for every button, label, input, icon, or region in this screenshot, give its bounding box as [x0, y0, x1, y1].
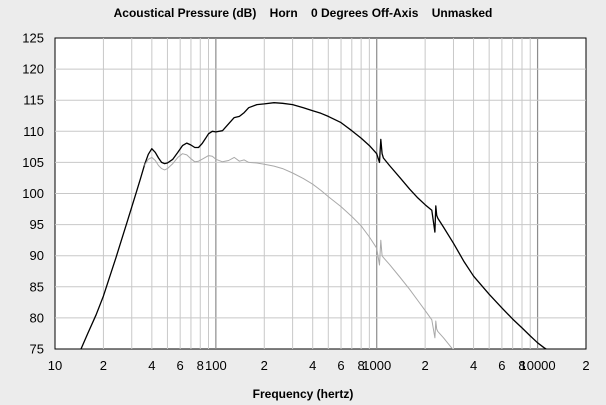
y-tick-label: 95 [30, 217, 44, 232]
x-tick-label: 4 [309, 358, 316, 373]
x-tick-label: 4 [470, 358, 477, 373]
x-tick-label: 100 [205, 358, 227, 373]
y-tick-label: 115 [23, 93, 44, 108]
x-tick-label: 8 [197, 358, 204, 373]
x-tick-label: 2 [261, 358, 268, 373]
series-line-primary [80, 102, 548, 349]
y-tick-label: 100 [22, 186, 44, 201]
x-tick-label: 2 [100, 358, 107, 373]
y-tick-label: 110 [23, 124, 44, 139]
x-axis-label: Frequency (hertz) [253, 387, 354, 401]
x-tick-label: 1000 [362, 358, 391, 373]
x-tick-label: 4 [148, 358, 155, 373]
x-tick-label: 8 [518, 358, 525, 373]
y-tick-label: 105 [22, 155, 44, 170]
y-tick-label: 75 [30, 342, 44, 357]
series-line-secondary [144, 153, 454, 349]
x-tick-label: 6 [177, 358, 184, 373]
y-tick-label: 125 [22, 31, 44, 46]
y-axis-ticks: 125 120 115 110 105 100 95 90 85 80 75 [22, 31, 44, 357]
series-layer [80, 102, 548, 349]
chart-title: Acoustical Pressure (dB) Horn 0 Degrees … [114, 6, 493, 20]
x-tick-label: 8 [358, 358, 365, 373]
x-tick-label: 10000 [519, 358, 555, 373]
y-tick-label: 120 [22, 62, 44, 77]
x-tick-label: 10 [48, 358, 62, 373]
x-tick-label: 2 [582, 358, 589, 373]
x-tick-label: 2 [422, 358, 429, 373]
x-tick-label: 6 [337, 358, 344, 373]
x-tick-label: 6 [498, 358, 505, 373]
y-tick-label: 90 [30, 248, 44, 263]
y-tick-label: 85 [30, 279, 44, 294]
y-tick-label: 80 [30, 310, 44, 325]
